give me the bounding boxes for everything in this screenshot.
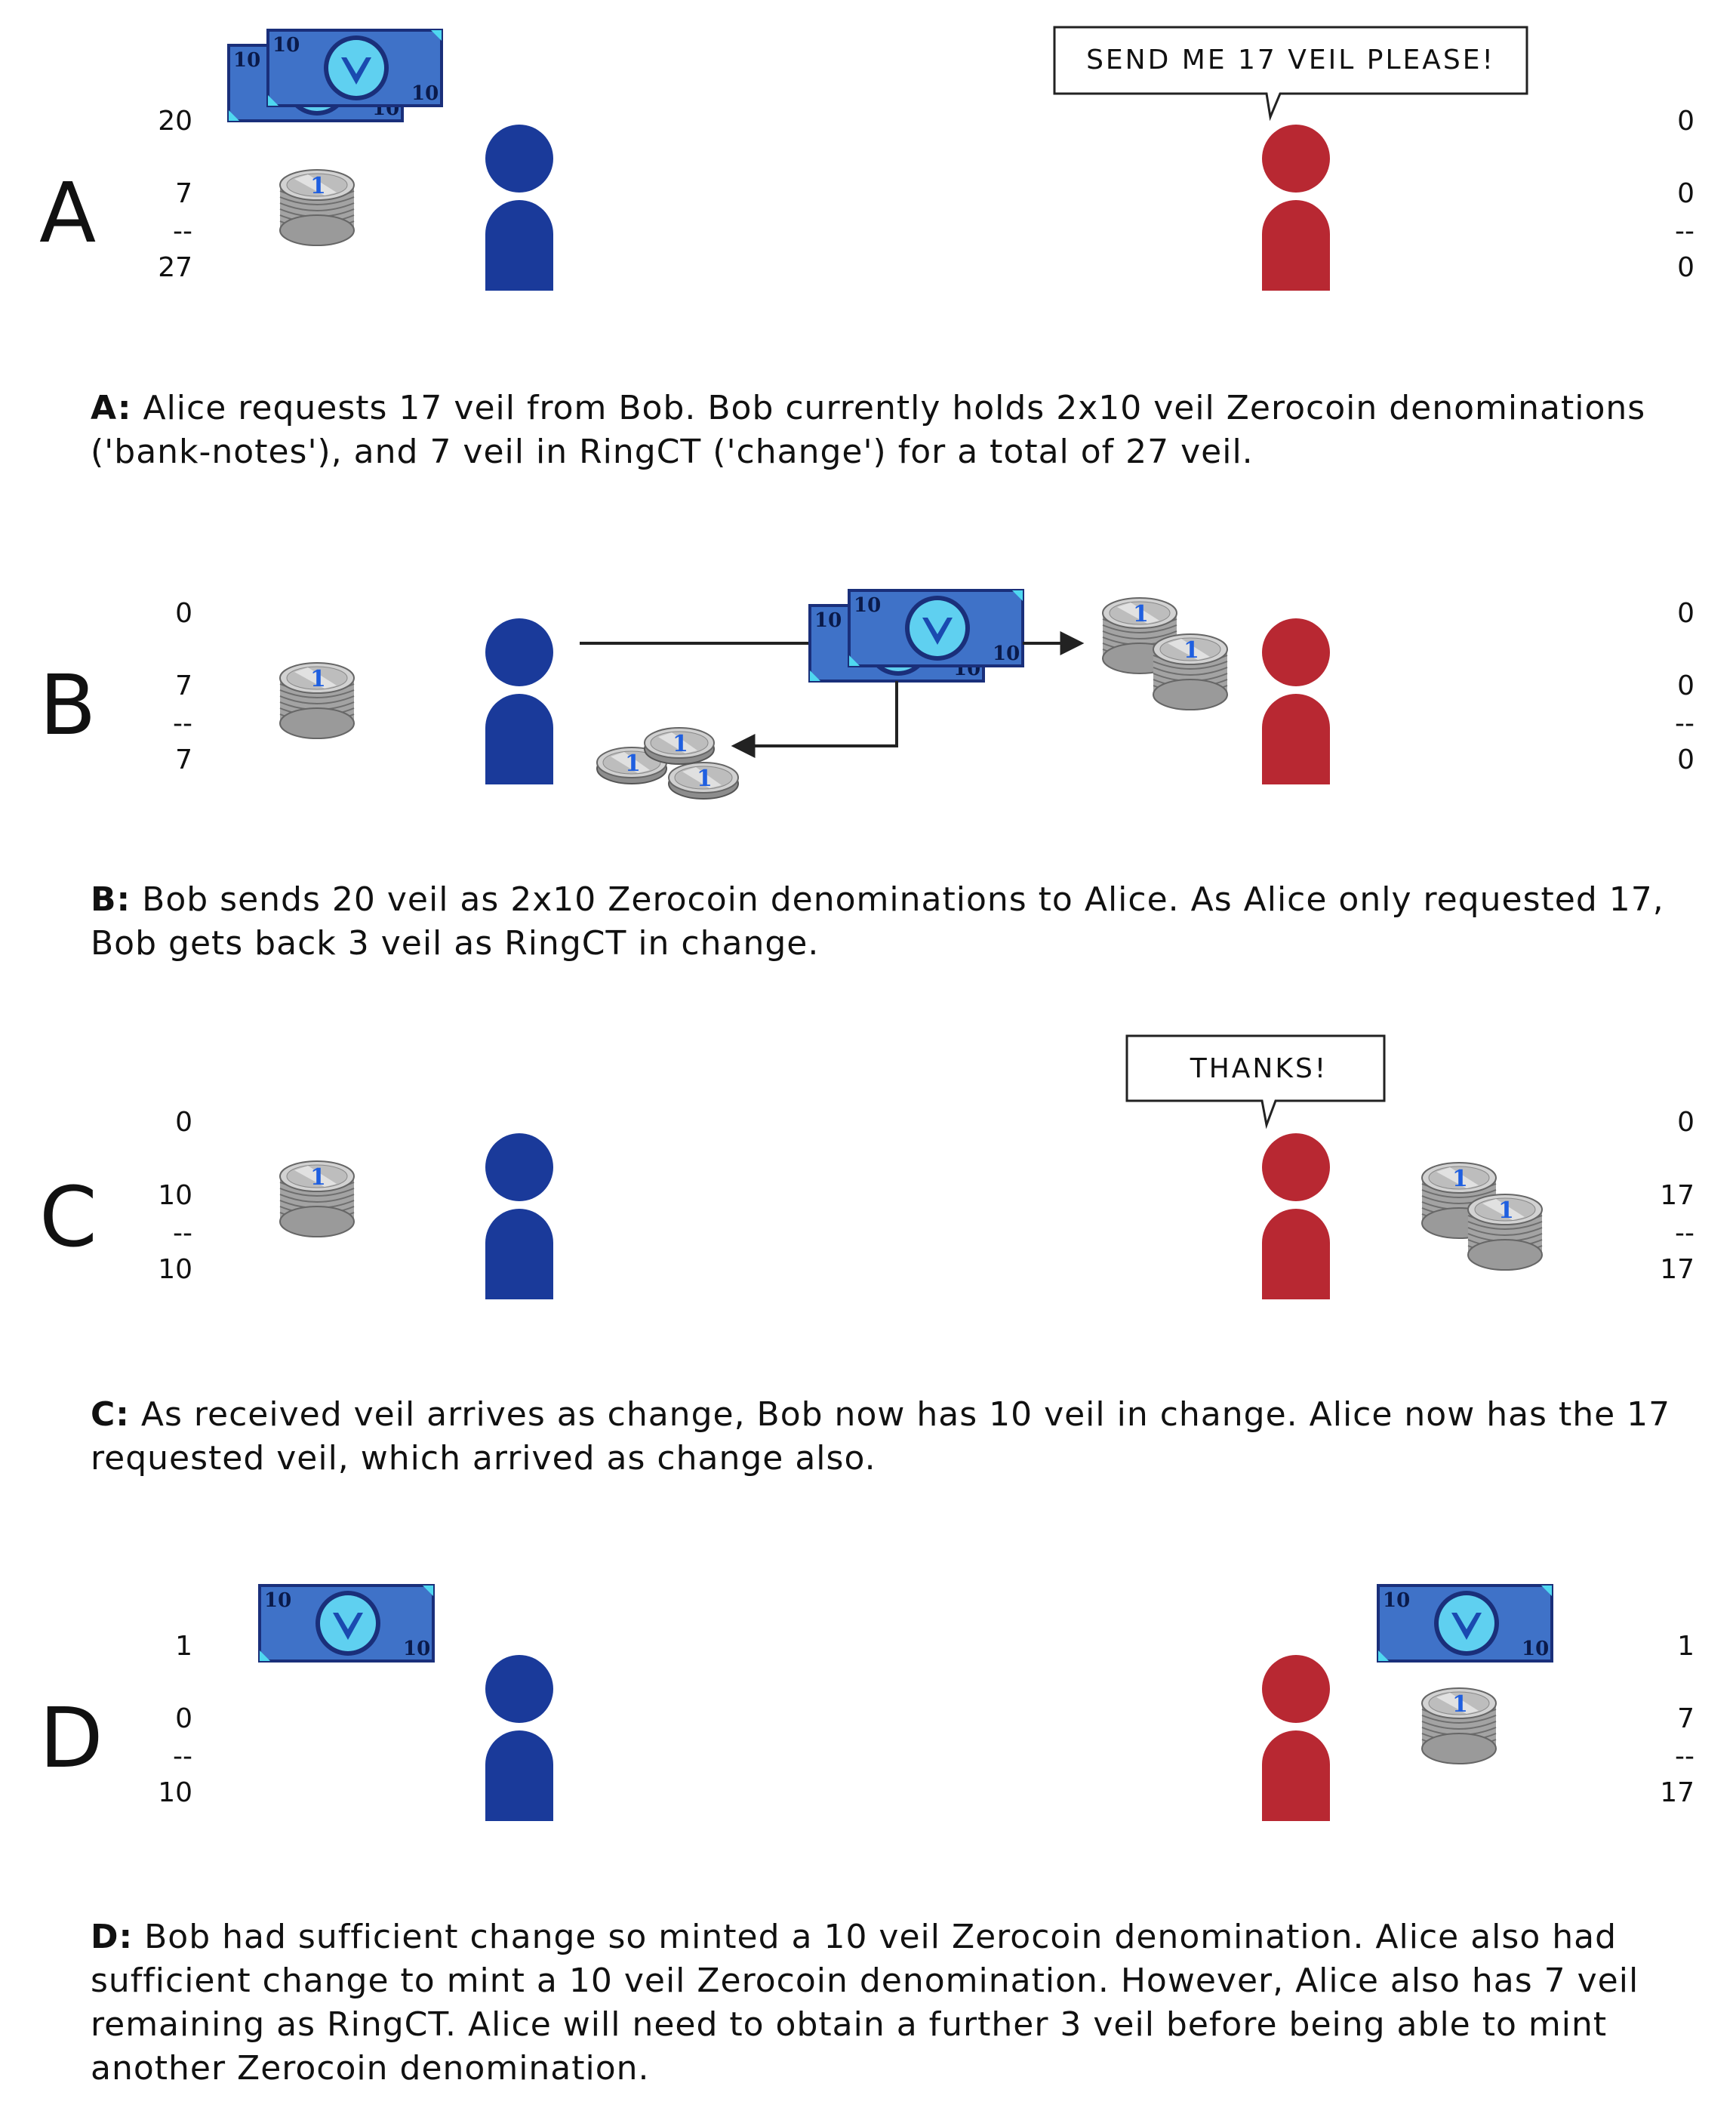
panel-letter-a: A (39, 165, 96, 261)
coin-stack-icon (279, 662, 355, 739)
speech-bubble: THANKS! (1125, 1034, 1386, 1129)
panel-d: D 1 0 -- 10 1 7 -- 17 (39, 1584, 1694, 1821)
change-arrow-icon (731, 681, 898, 758)
coin-icon (644, 727, 715, 765)
alice-change-count: 0 (1677, 178, 1694, 209)
bob-total-count: 7 (175, 744, 192, 775)
caption-text: Bob had sufficient change so minted a 10… (91, 1918, 1639, 2088)
caption-label: D: (91, 1918, 134, 1956)
alice-total-count: 0 (1677, 744, 1694, 775)
panel-letter-d: D (39, 1690, 103, 1786)
bob-change-count: 7 (175, 178, 192, 209)
panel-letter-c: C (39, 1169, 97, 1265)
caption-label: A: (91, 389, 132, 427)
alice-person-icon (1262, 125, 1330, 291)
coin-stack-icon (279, 169, 355, 246)
bob-notes-count: 0 (175, 1107, 192, 1138)
bob-person-icon (485, 1655, 553, 1821)
bob-person-icon (485, 125, 553, 291)
caption-text: Bob sends 20 veil as 2x10 Zerocoin denom… (91, 880, 1664, 963)
speech-bubble: SEND ME 17 VEIL PLEASE! (1053, 26, 1528, 122)
alice-divider: -- (1675, 1218, 1694, 1249)
panel-a: A 20 7 -- 27 SEND ME 17 VEIL PLEASE! 0 0… (39, 26, 1694, 291)
caption-text: As received veil arrives as change, Bob … (91, 1395, 1671, 1478)
bob-notes-count: 20 (158, 106, 192, 137)
bob-divider: -- (173, 216, 192, 247)
alice-person-icon (1262, 618, 1330, 784)
bob-change-count: 0 (175, 1703, 192, 1734)
coin-stack-icon (1153, 633, 1228, 710)
alice-person-icon (1262, 1133, 1330, 1299)
bob-notes-count: 1 (175, 1631, 192, 1662)
bubble-text: SEND ME 17 VEIL PLEASE! (1086, 45, 1495, 76)
alice-notes-count: 0 (1677, 106, 1694, 137)
bob-divider: -- (173, 708, 192, 739)
banknote-icon (258, 1584, 435, 1663)
banknote-icon (266, 29, 443, 107)
alice-change-count: 17 (1660, 1180, 1694, 1211)
coin-stack-icon (1467, 1194, 1543, 1271)
banknote-icon (848, 589, 1024, 667)
alice-person-icon (1262, 1655, 1330, 1821)
bob-divider: -- (173, 1741, 192, 1772)
coin-stack-icon (279, 1160, 355, 1237)
caption-c: C: As received veil arrives as change, B… (91, 1393, 1676, 1481)
caption-b: B: Bob sends 20 veil as 2x10 Zerocoin de… (91, 878, 1676, 966)
alice-total-count: 0 (1677, 252, 1694, 283)
alice-divider: -- (1675, 708, 1694, 739)
alice-notes-count: 0 (1677, 1107, 1694, 1138)
bob-total-count: 10 (158, 1777, 192, 1808)
coin-icon (668, 762, 739, 800)
alice-divider: -- (1675, 216, 1694, 247)
alice-notes-count: 1 (1677, 1631, 1694, 1662)
bob-person-icon (485, 618, 553, 784)
bob-change-count: 7 (175, 670, 192, 701)
bob-divider: -- (173, 1218, 192, 1249)
panel-b: B 0 7 -- 7 0 0 -- 0 (39, 589, 1694, 800)
panel-letter-b: B (39, 657, 96, 753)
bob-person-icon (485, 1133, 553, 1299)
alice-change-count: 0 (1677, 670, 1694, 701)
coin-stack-icon (1421, 1687, 1497, 1764)
caption-text: Alice requests 17 veil from Bob. Bob cur… (91, 389, 1646, 471)
alice-divider: -- (1675, 1741, 1694, 1772)
bob-change-count: 10 (158, 1180, 192, 1211)
bob-notes-count: 0 (175, 598, 192, 629)
alice-notes-count: 0 (1677, 598, 1694, 629)
bob-total-count: 27 (158, 252, 192, 283)
alice-total-count: 17 (1660, 1777, 1694, 1808)
bubble-text: THANKS! (1190, 1053, 1328, 1084)
caption-label: B: (91, 880, 131, 919)
caption-a: A: Alice requests 17 veil from Bob. Bob … (91, 387, 1676, 474)
panel-c: C 0 10 -- 10 THANKS! 0 17 -- 17 (39, 1034, 1694, 1299)
alice-change-count: 7 (1677, 1703, 1694, 1734)
caption-label: C: (91, 1395, 130, 1434)
alice-total-count: 17 (1660, 1254, 1694, 1285)
bob-total-count: 10 (158, 1254, 192, 1285)
banknote-icon (1377, 1584, 1553, 1663)
caption-d: D: Bob had sufficient change so minted a… (91, 1915, 1676, 2091)
